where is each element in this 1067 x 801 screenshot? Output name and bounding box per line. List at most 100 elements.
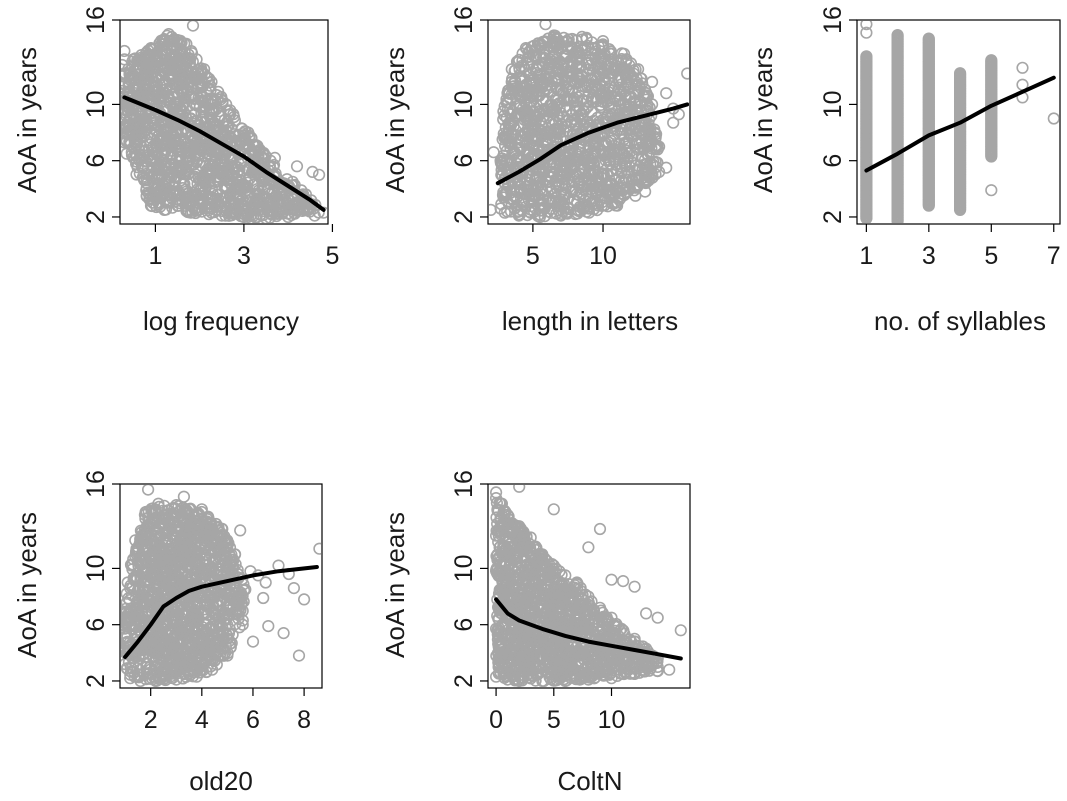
data-point — [198, 518, 211, 531]
data-point — [180, 141, 193, 155]
data-point — [184, 206, 197, 219]
data-point — [200, 202, 213, 215]
data-point — [121, 102, 131, 115]
data-point — [132, 609, 145, 623]
x-tick-label: 8 — [297, 706, 311, 734]
data-point — [638, 163, 652, 176]
data-point — [134, 574, 147, 587]
data-point — [210, 634, 223, 647]
x-tick-label: 5 — [984, 242, 998, 270]
data-point — [562, 202, 576, 216]
data-point — [171, 165, 184, 178]
data-point — [560, 159, 574, 172]
data-point — [644, 122, 657, 135]
data-point — [229, 617, 242, 631]
data-point — [564, 61, 578, 74]
data-point — [201, 193, 214, 206]
data-point — [575, 30, 589, 44]
data-point — [188, 603, 201, 616]
data-point — [561, 154, 574, 168]
data-point — [513, 83, 526, 97]
data-point — [217, 191, 230, 204]
data-point — [152, 181, 165, 194]
data-point — [610, 163, 623, 176]
y-tick-label: 16 — [450, 6, 478, 34]
data-point — [620, 146, 633, 160]
data-point — [570, 70, 583, 83]
data-point — [592, 156, 605, 169]
data-point — [146, 169, 159, 182]
data-point — [235, 597, 248, 610]
yaxis-title: AoA in years — [748, 47, 778, 193]
data-point — [612, 87, 626, 100]
data-point — [559, 75, 572, 89]
data-point — [631, 63, 645, 76]
data-point — [536, 184, 549, 197]
outlier-point — [290, 160, 304, 173]
x-tick-label: 5 — [526, 242, 540, 270]
data-point — [256, 151, 269, 164]
data-point — [153, 606, 166, 620]
data-point — [165, 73, 178, 86]
data-point — [241, 176, 254, 189]
outlier-point — [313, 168, 326, 181]
outlier-point — [287, 581, 301, 595]
data-point — [135, 141, 148, 154]
outlier-point — [259, 576, 272, 589]
data-point — [532, 58, 545, 72]
data-point — [226, 561, 239, 574]
data-point — [494, 154, 507, 167]
data-point — [184, 75, 197, 88]
data-point — [170, 499, 183, 512]
data-point — [139, 154, 152, 167]
data-point — [146, 193, 159, 206]
y-tick-label: 2 — [82, 674, 110, 688]
data-point — [617, 47, 631, 60]
data-point — [215, 209, 228, 222]
data-point — [125, 665, 138, 678]
data-point — [165, 30, 178, 44]
data-point — [606, 187, 620, 200]
data-point — [551, 198, 564, 212]
data-point — [178, 507, 192, 520]
data-point — [188, 544, 202, 558]
data-point — [152, 129, 166, 142]
x-tick-label: 1 — [859, 242, 873, 270]
data-point — [638, 185, 652, 198]
data-point — [547, 104, 560, 117]
data-point — [613, 93, 627, 106]
xaxis-title: length in letters — [502, 306, 678, 336]
data-point — [572, 146, 585, 159]
data-point — [586, 184, 599, 197]
data-point — [620, 152, 634, 165]
point-cloud — [490, 485, 687, 687]
data-point — [498, 206, 511, 219]
data-point — [140, 642, 153, 655]
outlier-point — [186, 21, 200, 32]
data-point — [183, 648, 196, 662]
data-point — [149, 147, 162, 160]
outlier-point — [121, 127, 133, 141]
data-point — [199, 128, 212, 141]
data-point — [129, 550, 142, 564]
data-point — [149, 674, 162, 687]
outlier-point — [262, 619, 275, 633]
data-point — [199, 100, 212, 113]
y-tick-label: 2 — [82, 210, 110, 224]
xaxis-title: log frequency — [143, 306, 299, 336]
data-point — [229, 548, 242, 561]
fit-line — [864, 75, 1056, 173]
data-point — [953, 67, 967, 80]
data-point — [144, 68, 157, 81]
data-point — [230, 189, 243, 202]
data-point — [606, 84, 619, 97]
x-tick-label: 4 — [195, 706, 209, 734]
data-point — [178, 514, 191, 528]
data-point — [204, 111, 217, 124]
data-point — [575, 178, 588, 191]
data-point — [259, 212, 273, 223]
outlier-point — [860, 21, 873, 31]
